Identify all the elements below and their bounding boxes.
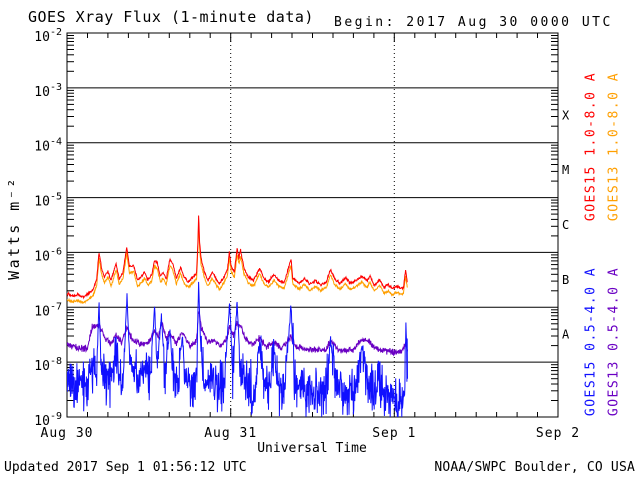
y-tick-label: 10-5 <box>34 192 62 210</box>
trace-goes13-long <box>67 221 408 305</box>
updated-timestamp: Updated 2017 Sep 1 01:56:12 UTC <box>4 460 247 475</box>
legend-goes15-short: GOES15 0.5-4.0 A <box>583 266 599 417</box>
y-tick-label: 10-3 <box>34 82 62 100</box>
x-tick-label: Sep 2 <box>536 426 580 441</box>
trace-goes13-short <box>67 310 408 357</box>
x-tick-label: Aug 30 <box>41 426 94 441</box>
flare-class-label: X <box>562 108 570 122</box>
source-credit: NOAA/SWPC Boulder, CO USA <box>434 460 635 475</box>
plot-border <box>66 32 559 418</box>
begin-timestamp: Begin: 2017 Aug 30 0000 UTC <box>334 15 613 30</box>
trace-goes15-short <box>67 281 408 417</box>
legend-goes15-long: GOES15 1.0-8.0 A <box>583 71 599 222</box>
flare-class-label: C <box>562 218 569 232</box>
y-tick-label: 10-2 <box>34 27 62 45</box>
legend-goes13-short: GOES13 0.5-4.0 A <box>606 266 622 417</box>
flare-class-label: A <box>562 328 570 342</box>
x-tick-label: Aug 31 <box>204 426 257 441</box>
y-tick-label: 10-8 <box>34 356 62 374</box>
x-tick-label: Sep 1 <box>372 426 416 441</box>
y-tick-label: 10-6 <box>34 246 62 264</box>
y-tick-label: 10-4 <box>34 137 62 155</box>
trace-goes15-long <box>67 215 408 300</box>
flare-class-label: B <box>562 273 569 287</box>
y-axis-title: Watts m⁻² <box>5 176 23 280</box>
flare-class-label: M <box>562 163 569 177</box>
chart-title: GOES Xray Flux (1-minute data) <box>28 8 314 26</box>
x-axis-title: Universal Time <box>257 441 367 456</box>
y-tick-label: 10-7 <box>34 301 62 319</box>
legend-goes13-long: GOES13 1.0-8.0 A <box>606 71 622 222</box>
